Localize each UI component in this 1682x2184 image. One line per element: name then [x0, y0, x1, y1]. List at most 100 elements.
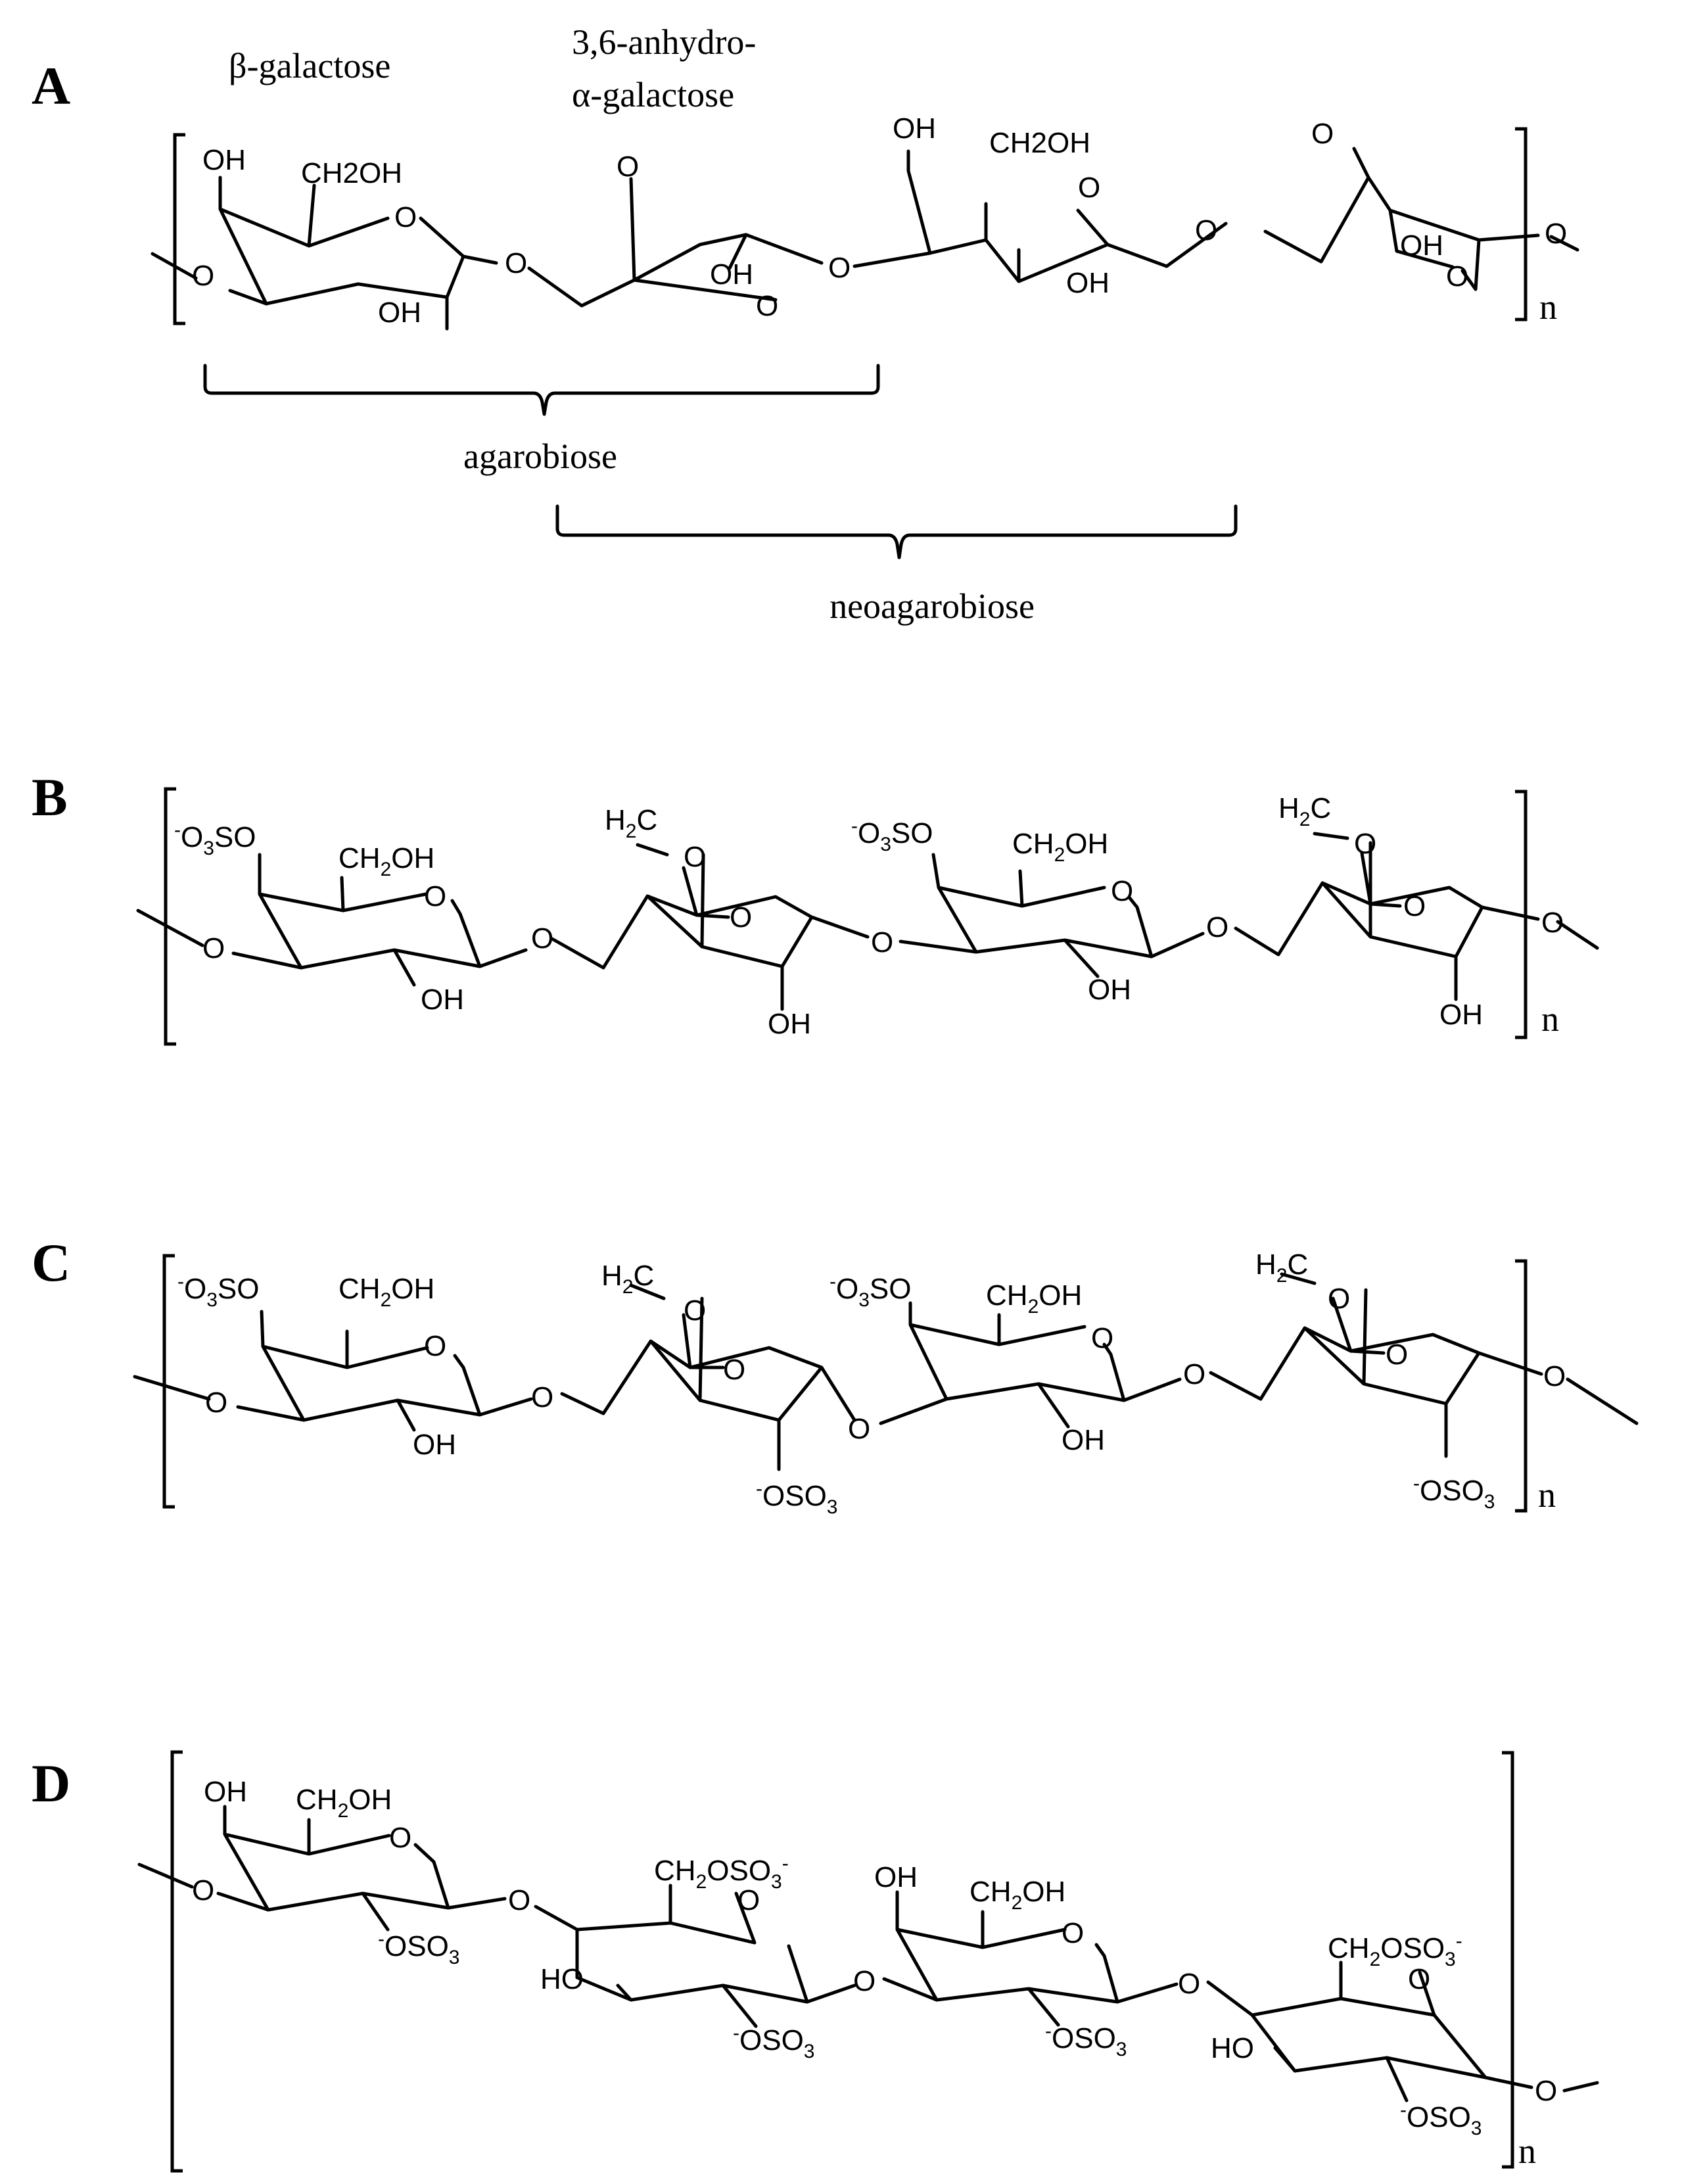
atom-h2c-4: H2C	[1278, 792, 1331, 830]
atom-o3so-3: -O3SO	[829, 1271, 912, 1311]
atoms-b: O -O3SO CH2OH O OH O H2C O O OH O -O3SO …	[174, 792, 1564, 1040]
atom-o-right: O	[1545, 218, 1567, 250]
panel-b: B n O -O3SO CH2OH O OH O H2C O O OH O -O…	[32, 767, 1599, 1046]
atom-ch2oh-1: CH2OH	[339, 842, 434, 880]
atom-oso3-1: -OSO3	[378, 1928, 459, 1968]
atom-o-left: O	[192, 1874, 214, 1907]
atom-o-ring-2: O	[756, 290, 778, 322]
atom-oh-low-1: OH	[413, 1429, 456, 1461]
atom-ch2oh-1: CH2OH	[301, 157, 402, 189]
atom-oso3-4: -OSO3	[1400, 2099, 1482, 2139]
bonds-b	[136, 832, 1599, 1011]
bracket-right-c	[1515, 1259, 1528, 1513]
atom-o-link-3: O	[1195, 214, 1217, 247]
brace-neoagarobiose	[555, 504, 1238, 559]
atom-o-link-1: O	[508, 1884, 530, 1916]
atom-o-ring-1: O	[389, 1822, 411, 1854]
bracket-right-d	[1502, 1751, 1514, 2169]
repeat-n-a: n	[1539, 287, 1557, 327]
atom-o-link-2: O	[828, 252, 851, 284]
atom-o-ring-4: O	[1446, 260, 1468, 293]
atom-oso3-2: -OSO3	[733, 2022, 814, 2062]
atom-o-bridge-4: O	[1354, 828, 1376, 860]
atom-ch2oh-1: CH2OH	[339, 1273, 434, 1311]
atom-o-link-1: O	[531, 922, 553, 955]
atoms-c: O -O3SO CH2OH O OH O H2C O O -OSO3 O -O3…	[177, 1248, 1566, 1518]
atom-o-ring-3: O	[1091, 1322, 1113, 1354]
atom-o-ring-4: O	[1386, 1339, 1408, 1371]
bracket-left-d	[170, 1750, 183, 2173]
atom-o-left: O	[192, 260, 214, 292]
atom-oh-1: OH	[202, 144, 246, 176]
brace-label-agarobiose: agarobiose	[463, 437, 617, 476]
atom-o-ring-3: O	[1062, 1917, 1084, 1949]
atom-oso3-2: -OSO3	[756, 1478, 837, 1518]
atom-h2c-2: H2C	[601, 1260, 654, 1298]
atoms-a: O OH CH2OH O OH O O OH O O OH CH2OH O OH…	[192, 112, 1567, 329]
panel-label-d: D	[32, 1753, 70, 1813]
atom-o-link-2: O	[853, 1965, 876, 1997]
atom-o-link-2: O	[871, 926, 893, 959]
atom-oh-2: OH	[768, 1008, 811, 1040]
panel-c: C n O -O3SO CH2OH O OH O H2C O O -OSO3 O…	[32, 1233, 1639, 1518]
repeat-n-c: n	[1538, 1475, 1556, 1515]
atom-h2c-2: H2C	[605, 804, 657, 842]
atom-o-link-3: O	[1178, 1968, 1200, 2000]
bracket-left-b	[164, 787, 176, 1046]
atom-ch2oh-1: CH2OH	[296, 1784, 392, 1822]
atom-o-bridge-4: O	[1328, 1283, 1350, 1315]
atom-o-right: O	[1541, 907, 1564, 939]
unit-name-beta-galactose: β-galactose	[229, 46, 390, 85]
atom-o-ring-3: O	[1078, 172, 1100, 204]
atom-o-bridge-2: O	[684, 1294, 706, 1327]
atom-o3so-1: -O3SO	[174, 819, 256, 859]
atom-o-link-1: O	[505, 247, 527, 279]
atom-o-left: O	[202, 932, 225, 964]
brace-agarobiose	[203, 364, 880, 416]
atom-ho-2: HO	[540, 1963, 584, 1995]
atom-o-ring-1: O	[394, 201, 417, 233]
atom-ch2oso3-2: CH2OSO3-	[654, 1853, 789, 1893]
repeat-n-d: n	[1518, 2131, 1536, 2171]
atom-o-ring-2: O	[730, 901, 752, 934]
atom-o3so-3: -O3SO	[851, 815, 933, 855]
brace-label-neoagarobiose: neoagarobiose	[829, 586, 1035, 626]
atom-o-ring-4: O	[1408, 1963, 1430, 1995]
bracket-right-b	[1515, 790, 1528, 1039]
panel-a: A β-galactose 3,6-anhydro- α-galactose n…	[32, 22, 1579, 626]
atom-oso3-4: -OSO3	[1413, 1473, 1495, 1513]
atom-o-right: O	[1543, 1360, 1566, 1392]
atoms-d: O OH CH2OH O -OSO3 O CH2OSO3- O HO -OSO3…	[192, 1776, 1557, 2139]
bonds-d	[137, 1805, 1599, 2102]
atom-oh-low-3: OH	[1088, 974, 1131, 1006]
unit-name-anhydro-line1: 3,6-anhydro-	[572, 22, 756, 62]
atom-oh-4: OH	[1439, 999, 1483, 1031]
atom-oh-low-1: OH	[421, 984, 464, 1016]
panel-label-a: A	[32, 56, 70, 116]
bracket-left-a	[173, 133, 185, 325]
atom-o-link-1: O	[531, 1381, 553, 1413]
atom-oh-low-3: OH	[1066, 267, 1110, 299]
panel-label-b: B	[32, 767, 68, 827]
atom-o-left: O	[205, 1387, 227, 1419]
atom-h2c-4: H2C	[1255, 1248, 1308, 1287]
atom-o-bridge-4: O	[1311, 118, 1334, 150]
atom-o-ring-1: O	[424, 1330, 446, 1362]
atom-o-ring-2: O	[723, 1354, 745, 1386]
atom-o3so-1: -O3SO	[177, 1271, 260, 1311]
atom-oh-low-1: OH	[378, 297, 421, 329]
atom-o-bridge-2: O	[617, 151, 639, 183]
atom-ch2oso3-4: CH2OSO3-	[1328, 1930, 1462, 1970]
atom-o-bridge-2: O	[684, 841, 706, 873]
atom-ch2oh-3: CH2OH	[1012, 828, 1108, 866]
atom-o-link-2: O	[848, 1413, 870, 1445]
atom-oh-3: OH	[893, 112, 936, 145]
atom-o-link-3: O	[1183, 1358, 1205, 1390]
bonds-a	[151, 147, 1579, 331]
atom-o-ring-4: O	[1403, 890, 1426, 922]
bracket-right-a	[1515, 127, 1528, 321]
atom-oh-4: OH	[1400, 229, 1443, 262]
atom-oh-2: OH	[710, 258, 753, 291]
atom-oso3-3: -OSO3	[1045, 2020, 1127, 2060]
